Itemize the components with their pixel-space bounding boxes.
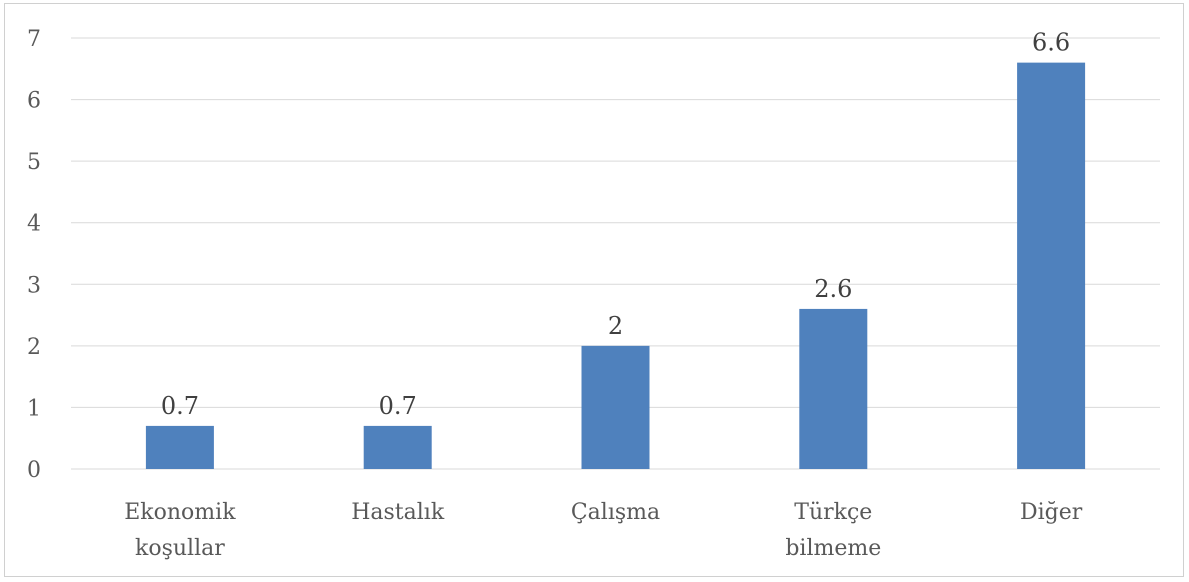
bar: [363, 425, 432, 469]
x-category-label: bilmeme: [785, 536, 881, 561]
bar: [1017, 62, 1086, 469]
bar: [145, 425, 214, 469]
bar: [581, 345, 650, 469]
data-label: 0.7: [379, 392, 417, 420]
y-tick-label: 0: [27, 458, 41, 483]
x-category-label: Türkçe: [794, 500, 872, 525]
x-category-label: Ekonomik: [124, 500, 236, 525]
y-tick-label: 7: [27, 27, 41, 52]
y-tick-label: 6: [27, 89, 41, 114]
chart-frame: 0 1 2 3 4 5 6 7 0.7 Ekonomik koşullar 0.7 Hastalık 2 Ç…: [4, 3, 1184, 577]
x-category-label: koşullar: [135, 536, 225, 561]
y-tick-label: 2: [27, 335, 41, 360]
y-tick-label: 4: [27, 212, 41, 237]
data-label: 2.6: [814, 275, 852, 303]
data-label: 0.7: [161, 392, 199, 420]
data-label: 6.6: [1032, 29, 1070, 57]
x-category-label: Hastalık: [351, 500, 445, 525]
bar-chart: 0 1 2 3 4 5 6 7 0.7 Ekonomik koşullar 0.7 Hastalık 2 Ç…: [27, 27, 1160, 561]
y-tick-label: 5: [27, 150, 41, 175]
y-tick-label: 1: [27, 396, 41, 421]
x-category-label: Diğer: [1020, 500, 1083, 525]
x-category-label: Çalışma: [571, 500, 660, 525]
bar: [799, 308, 868, 469]
data-label: 2: [608, 312, 623, 340]
y-tick-label: 3: [27, 273, 41, 298]
